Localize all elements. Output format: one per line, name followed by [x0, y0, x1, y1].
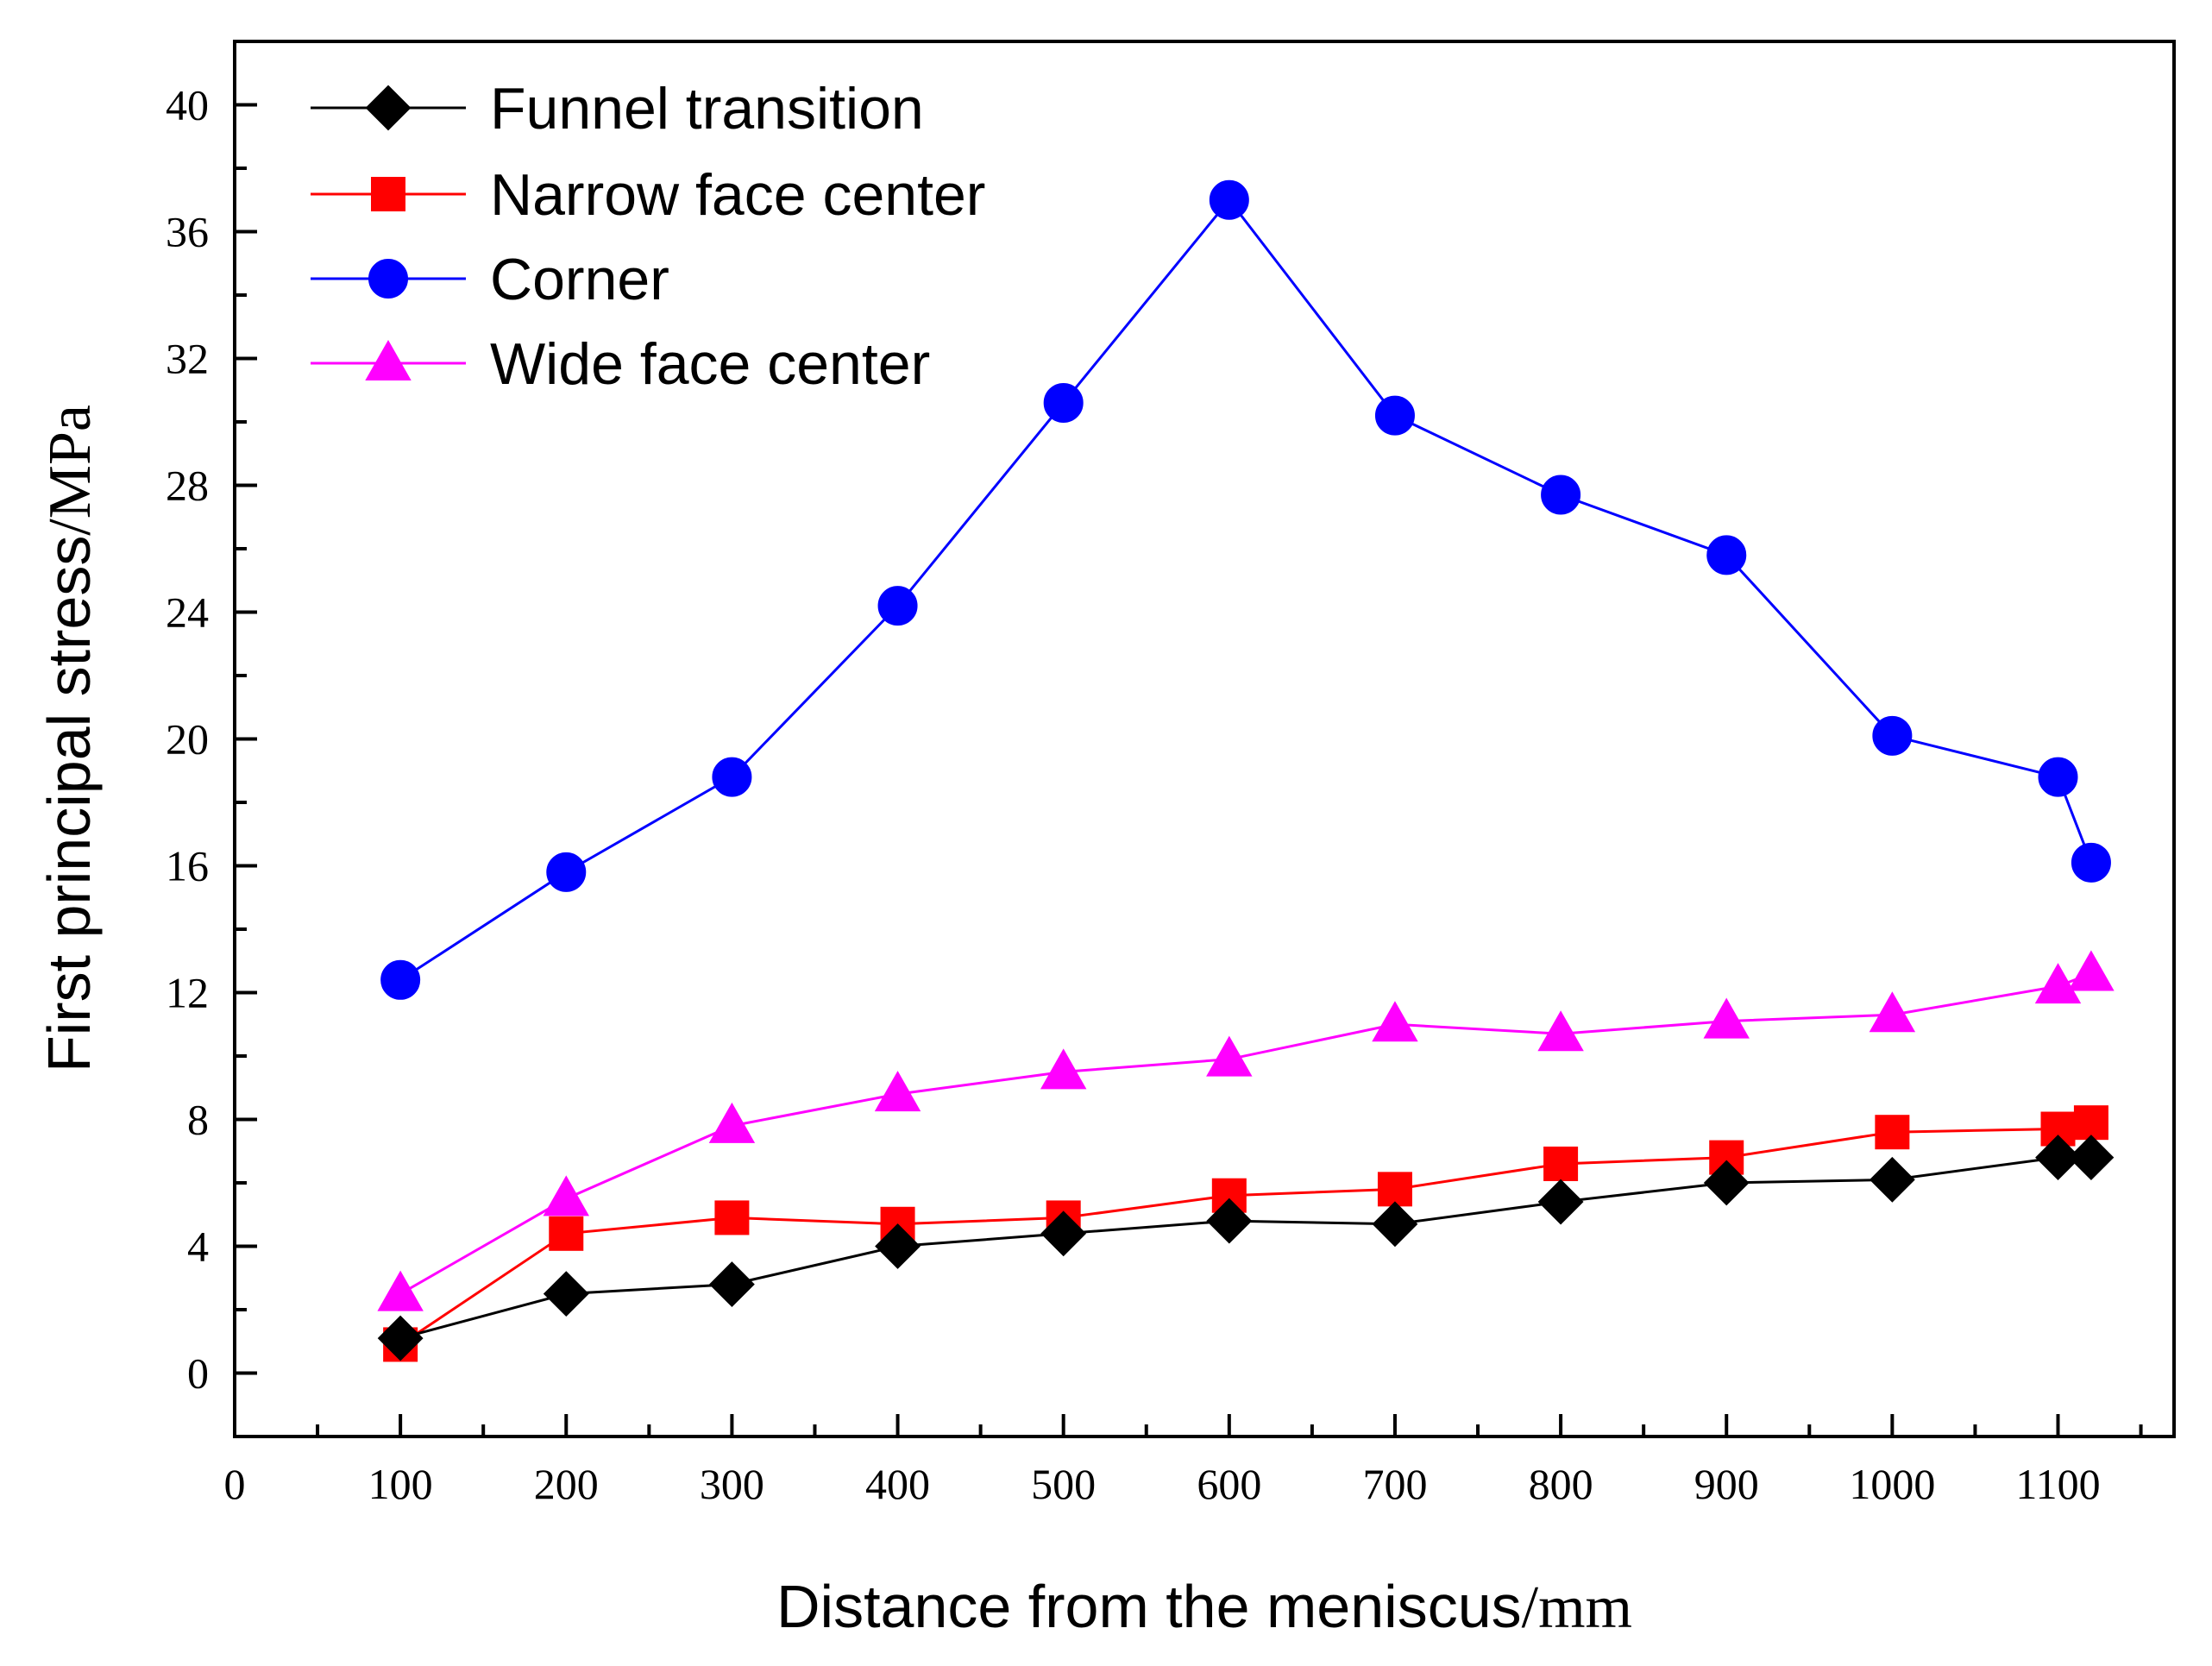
legend-label: Wide face center	[490, 331, 930, 397]
data-point-corner	[1872, 715, 1913, 756]
data-point-wide-face-center	[2068, 950, 2115, 991]
data-point-wide-face-center	[874, 1071, 921, 1112]
x-tick-label: 700	[1362, 1460, 1427, 1508]
x-tick-label: 0	[224, 1460, 246, 1508]
x-tick-label: 1100	[2015, 1460, 2100, 1508]
data-point-corner	[1374, 395, 1415, 436]
data-point-narrow-face-center	[2073, 1105, 2108, 1141]
x-tick-label: 500	[1031, 1460, 1096, 1508]
data-point-funnel-transition	[2068, 1135, 2115, 1181]
legend-item-narrow-face-center: Narrow face center	[311, 162, 985, 228]
data-point-narrow-face-center	[1543, 1146, 1579, 1181]
legend-label: Funnel transition	[490, 76, 924, 141]
data-point-corner	[1541, 475, 1581, 515]
y-tick-label: 12	[166, 969, 209, 1017]
x-tick-label: 200	[534, 1460, 599, 1508]
data-point-narrow-face-center	[714, 1200, 750, 1235]
data-point-funnel-transition	[1869, 1156, 1915, 1203]
legend-marker-square	[371, 177, 405, 211]
x-axis-title-unit: /mm	[1522, 1575, 1632, 1641]
x-tick-label: 800	[1529, 1460, 1593, 1508]
x-tick-label: 900	[1694, 1460, 1759, 1508]
data-point-corner	[712, 757, 752, 797]
data-point-narrow-face-center	[1875, 1115, 1910, 1150]
y-tick-label: 8	[187, 1096, 209, 1144]
data-point-corner	[877, 586, 918, 626]
y-tick-label: 16	[166, 842, 209, 890]
data-point-wide-face-center	[1040, 1048, 1087, 1090]
y-tick-label: 0	[187, 1349, 209, 1398]
data-point-wide-face-center	[1206, 1035, 1253, 1077]
x-tick-label: 300	[700, 1460, 764, 1508]
data-point-corner	[546, 852, 587, 892]
data-point-narrow-face-center	[549, 1216, 584, 1251]
legend-item-funnel-transition: Funnel transition	[311, 76, 924, 141]
data-point-corner	[2038, 757, 2078, 797]
y-tick-label: 28	[166, 462, 209, 510]
data-point-funnel-transition	[1537, 1179, 1584, 1225]
x-tick-label: 1000	[1849, 1460, 1935, 1508]
data-point-wide-face-center	[708, 1102, 756, 1143]
series-line-funnel-transition	[399, 1156, 2091, 1340]
y-tick-label: 4	[187, 1223, 209, 1271]
data-point-corner	[1043, 382, 1084, 423]
x-tick-label: 600	[1197, 1460, 1261, 1508]
axis-ticks: 0 100 200 300 400 500 600 700 800 900 1000 1100 0 4 8 1…	[166, 81, 2143, 1508]
data-point-funnel-transition	[543, 1271, 589, 1317]
legend-marker-diamond	[365, 85, 412, 131]
y-axis-title: First principal stress/MPa	[35, 405, 104, 1072]
data-point-corner	[1209, 179, 1249, 220]
data-point-narrow-face-center	[1377, 1172, 1412, 1207]
y-tick-label: 32	[166, 335, 209, 383]
legend-label: Corner	[490, 247, 669, 312]
y-tick-label: 20	[166, 715, 209, 764]
data-point-funnel-transition	[1703, 1160, 1750, 1206]
y-tick-label: 24	[166, 588, 209, 637]
data-point-wide-face-center	[1372, 1001, 1418, 1042]
legend-item-corner: Corner	[311, 247, 669, 312]
data-point-funnel-transition	[1206, 1198, 1253, 1244]
data-point-funnel-transition	[1040, 1210, 1087, 1257]
x-tick-label: 400	[865, 1460, 930, 1508]
data-point-funnel-transition	[708, 1261, 755, 1308]
y-axis-title-unit: /MPa	[37, 405, 104, 536]
x-axis-title: Distance from the meniscus/mm	[776, 1573, 1632, 1641]
data-point-corner	[1706, 535, 1747, 575]
legend-label: Narrow face center	[490, 162, 985, 228]
data-point-wide-face-center	[1703, 997, 1750, 1039]
legend-item-wide-face-center: Wide face center	[311, 331, 930, 397]
series-wide-face-center	[377, 950, 2115, 1311]
series-corner	[380, 179, 2111, 1000]
x-tick-label: 100	[368, 1460, 433, 1508]
data-point-corner	[380, 959, 421, 1000]
y-tick-label: 36	[166, 208, 209, 256]
data-point-wide-face-center	[2034, 963, 2082, 1004]
series-funnel-transition	[377, 1135, 2115, 1361]
data-point-wide-face-center	[543, 1175, 589, 1216]
series-line-corner	[399, 198, 2093, 982]
legend: Funnel transition Narrow face center Corne…	[311, 76, 985, 397]
data-point-funnel-transition	[875, 1223, 921, 1269]
y-axis-title-main: First principal stress	[35, 536, 103, 1072]
data-point-funnel-transition	[1372, 1201, 1418, 1248]
data-point-funnel-transition	[2035, 1135, 2081, 1181]
legend-marker-circle	[368, 259, 408, 299]
data-point-funnel-transition	[377, 1315, 424, 1361]
series-layer	[377, 179, 2115, 1362]
legend-marker-triangle	[365, 339, 412, 380]
data-point-wide-face-center	[1869, 991, 1916, 1033]
data-point-corner	[2071, 842, 2111, 883]
data-point-wide-face-center	[1537, 1010, 1584, 1052]
y-tick-label: 40	[166, 81, 209, 129]
series-line-narrow-face-center	[399, 1121, 2092, 1346]
x-axis-title-main: Distance from the meniscus	[776, 1573, 1522, 1640]
series-line-wide-face-center	[399, 972, 2092, 1295]
data-point-wide-face-center	[377, 1270, 424, 1311]
